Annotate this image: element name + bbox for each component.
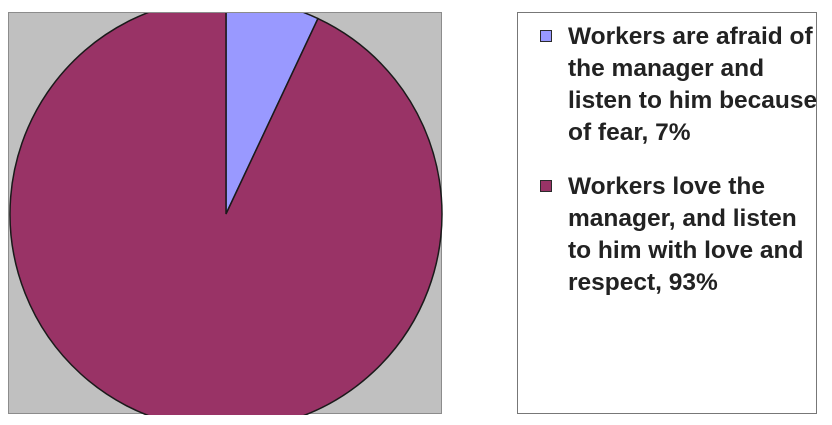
legend-label-love: Workers love the manager, and listen to … [568,173,804,296]
legend: Workers are afraid of the manager and li… [517,12,817,414]
legend-item-love: Workers love the manager, and listen to … [540,171,818,299]
pie-slice-1 [9,13,443,415]
legend-swatch-love [540,180,552,192]
legend-swatch-afraid [540,30,552,42]
legend-item-afraid: Workers are afraid of the manager and li… [540,21,818,149]
legend-label-afraid: Workers are afraid of the manager and li… [568,23,818,146]
pie-chart [9,13,443,415]
plot-area [8,12,443,415]
